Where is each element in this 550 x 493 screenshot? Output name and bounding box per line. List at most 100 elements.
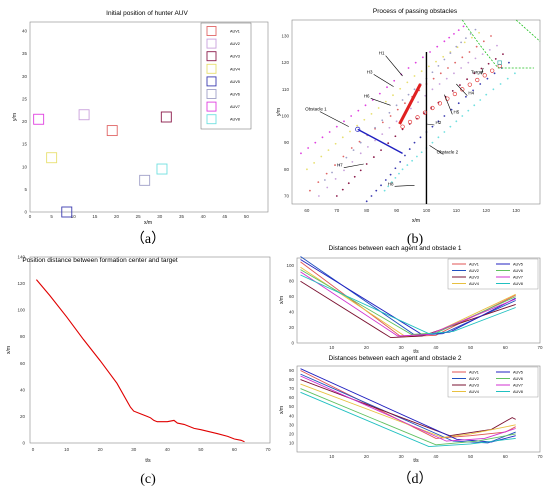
- target-trail-circle: [467, 82, 472, 87]
- ytick-label: 90: [289, 368, 295, 373]
- trajectory-point: [490, 35, 492, 37]
- target-trail-circle: [422, 110, 428, 115]
- target-trail-circle: [430, 105, 435, 111]
- trajectory-point: [331, 171, 333, 174]
- obstacle-1-line: [357, 128, 403, 154]
- panel-b-ytick-label: 90: [284, 140, 290, 145]
- trajectory-point: [455, 45, 458, 48]
- annotation-label-h8: H8: [388, 181, 394, 186]
- auv-start-marker: [106, 125, 118, 137]
- panel-b-xtick-label: 120: [482, 208, 490, 213]
- panel-a-ytick-label: 40: [22, 29, 28, 34]
- trajectory-point: [334, 164, 336, 166]
- trajectory-point: [384, 100, 387, 103]
- trajectory-point: [309, 189, 311, 192]
- trajectory-point: [381, 119, 384, 122]
- panel-c-xtick-label: 60: [232, 447, 238, 452]
- legend-swatch: [206, 114, 217, 125]
- panel-a-plot-area: [29, 21, 269, 213]
- ytick-label: 10: [289, 440, 295, 445]
- panel-c-ytick-label: 80: [20, 334, 26, 339]
- target-marker: [497, 60, 502, 65]
- trajectory-point: [374, 126, 376, 129]
- panel-d1-ylabel: x/m: [279, 296, 285, 304]
- panel-d1-plot-area: [296, 257, 541, 344]
- legend-swatch: [206, 38, 217, 49]
- legend-swatch: [206, 76, 217, 87]
- trajectory-point: [357, 109, 360, 112]
- trajectory-point: [414, 61, 417, 64]
- trajectory-point: [472, 89, 474, 92]
- trajectory-point: [363, 118, 366, 121]
- panel-a-xtick-label: 45: [222, 214, 228, 219]
- trajectory-point: [327, 149, 330, 152]
- panel-a-ytick-label: 20: [22, 119, 28, 124]
- panel-d1-xlabel: t/s: [413, 349, 419, 355]
- legend-label: AUV6: [230, 93, 240, 97]
- target-trail-circle: [482, 73, 487, 78]
- obstacle-1-marker: [355, 126, 361, 132]
- trajectory-point: [406, 81, 409, 84]
- legend-label: AUV4: [469, 282, 479, 286]
- panel-a-xtick-label: 40: [201, 214, 207, 219]
- trajectory-point: [326, 186, 329, 189]
- ytick-label: 20: [289, 431, 295, 436]
- trajectory-point: [466, 78, 468, 81]
- panel-a-xtick-label: 20: [114, 214, 120, 219]
- trajectory-point: [394, 135, 397, 138]
- legend-swatch: [206, 26, 217, 36]
- trajectory-point: [413, 141, 416, 144]
- annotation-arrow: [394, 185, 415, 187]
- panel-a-xtick-label: 15: [92, 214, 98, 219]
- annotation-label-obstacle2: Obstacle 2: [437, 149, 459, 154]
- distance-series-auv8: [300, 274, 516, 335]
- annotation-arrow: [444, 94, 453, 115]
- panel-c-xtick-label: 0: [32, 447, 35, 452]
- trajectory-point: [474, 57, 477, 60]
- legend-label: AUV7: [513, 383, 523, 387]
- trajectory-point: [356, 124, 359, 127]
- panel-b-ytick-label: 100: [281, 114, 289, 119]
- trajectory-point: [381, 121, 384, 124]
- trajectory-point: [334, 142, 337, 145]
- trajectory-point: [401, 99, 404, 101]
- trajectory-point: [463, 41, 466, 44]
- trajectory-point: [424, 94, 427, 97]
- trajectory-point: [499, 83, 502, 85]
- panel-b-xtick-label: 110: [453, 208, 461, 213]
- distance-series-auv7: [300, 271, 516, 337]
- target-trail-circle: [407, 119, 413, 125]
- trajectory-point: [427, 65, 430, 68]
- target-trail-circle: [490, 68, 495, 73]
- panel-b-xtick-label: 130: [512, 208, 520, 213]
- ytick-label: 80: [289, 377, 295, 382]
- trajectory-point: [401, 128, 404, 131]
- legend-label: AUV4: [469, 390, 479, 394]
- trajectory-point: [461, 115, 464, 117]
- trajectory-point: [475, 45, 478, 48]
- panel-b-ytick-label: 80: [284, 167, 290, 172]
- trajectory-point: [478, 31, 480, 34]
- trajectory-point: [431, 125, 434, 128]
- ytick-label: 40: [289, 310, 295, 315]
- trajectory-point: [443, 131, 446, 133]
- trajectory-point: [436, 45, 439, 48]
- trajectory-point: [443, 115, 446, 117]
- trajectory-point: [468, 51, 471, 53]
- panel-c-xtick-label: 40: [165, 447, 171, 452]
- panel-b-ylabel: y/m: [276, 108, 282, 116]
- trajectory-point: [461, 56, 464, 59]
- trajectory-point: [438, 83, 441, 85]
- trajectory-point: [442, 55, 445, 58]
- trajectory-point: [481, 53, 484, 56]
- caption-b: (b): [407, 232, 424, 247]
- target-trail-circle: [475, 77, 480, 83]
- panel-a-ytick-label: 25: [22, 96, 28, 101]
- target-trail-circle: [400, 124, 405, 129]
- annotation-label-h4: H4: [468, 91, 474, 96]
- annotation-label-h3: H3: [367, 69, 373, 74]
- annotation-arrow: [426, 123, 435, 126]
- panel-c-ytick-label: 140: [17, 255, 25, 260]
- panel-c-ytick-label: 0: [22, 441, 25, 446]
